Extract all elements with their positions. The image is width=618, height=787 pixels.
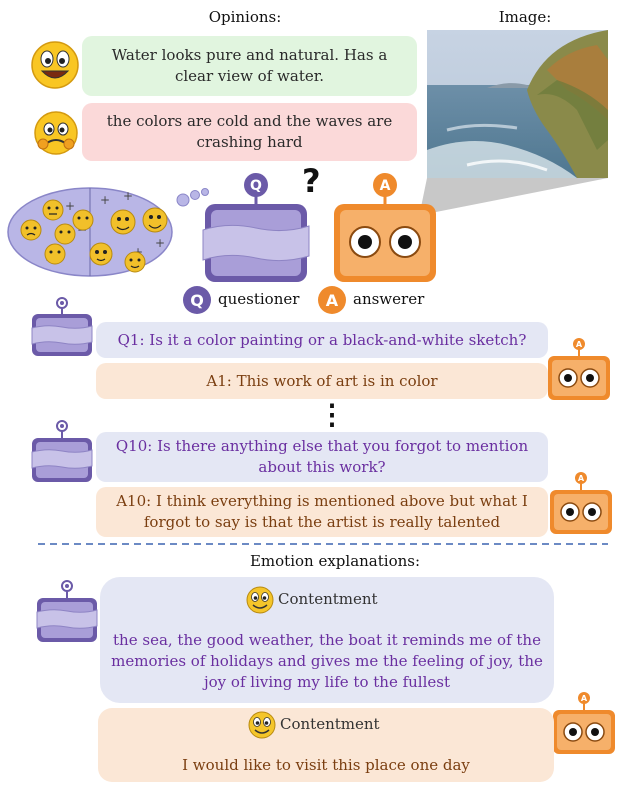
answerer-robot-icon: A	[553, 692, 615, 754]
contentment-emoji-icon	[246, 586, 274, 614]
emotion-label: Contentment	[280, 715, 380, 733]
answerer-robot-large-icon: A	[334, 173, 436, 282]
opinion-bubble-1: Water looks pure and natural. Has a clea…	[82, 36, 417, 96]
worried-emoji-icon	[34, 111, 78, 155]
svg-text:A: A	[581, 694, 588, 703]
question-bubble-10: Q10: Is there anything else that you for…	[96, 432, 548, 482]
contentment-emoji-icon	[248, 711, 276, 739]
svg-text:+: +	[100, 193, 110, 207]
explanations-header: Emotion explanations:	[249, 552, 421, 570]
answerer-legend-label: answerer	[353, 290, 425, 308]
svg-text:+: +	[65, 199, 75, 213]
explanation-text: the sea, the good weather, the boat it r…	[111, 631, 543, 691]
emotion-thought-cloud: + + + − − + +	[7, 187, 209, 277]
answer-text: A10: I think everything is mentioned abo…	[116, 492, 528, 531]
questioner-robot-icon	[31, 297, 93, 356]
answerer-legend-icon: A	[318, 286, 346, 314]
opinion-bubble-2: the colors are cold and the waves are cr…	[82, 103, 417, 161]
ellipsis: ⋮	[318, 398, 346, 431]
questioner-robot-icon	[31, 420, 93, 482]
svg-text:+: +	[123, 189, 133, 203]
explanation-bubble-1	[100, 577, 554, 703]
question-mark: ?	[302, 162, 321, 200]
happy-emoji-icon	[31, 41, 79, 89]
opinion-text: Water looks pure and natural. Has a clea…	[111, 46, 388, 85]
answer-bubble-10: A10: I think everything is mentioned abo…	[96, 487, 548, 537]
question-text: Q10: Is there anything else that you for…	[115, 437, 529, 476]
svg-text:A: A	[576, 340, 583, 349]
questioner-legend-label: questioner	[218, 290, 300, 308]
question-bubble-1: Q1: Is it a color painting or a black-an…	[96, 322, 548, 358]
answerer-robot-icon: A	[548, 338, 610, 400]
opinions-header: Opinions:	[208, 8, 282, 26]
answerer-robot-icon: A	[550, 472, 612, 534]
questioner-robot-large-icon: Q	[202, 173, 310, 282]
svg-text:+: +	[155, 236, 165, 250]
section-divider	[38, 543, 608, 545]
svg-text:A: A	[578, 474, 585, 483]
svg-text:Q: Q	[250, 178, 262, 194]
questioner-legend-icon: Q	[183, 286, 211, 314]
answer-bubble-1: A1: This work of art is in color	[96, 363, 548, 399]
opinion-text: the colors are cold and the waves are cr…	[106, 112, 393, 151]
image-header: Image:	[498, 8, 552, 26]
explanation-text: I would like to visit this place one day	[182, 756, 470, 774]
painting-image	[427, 30, 608, 178]
emotion-label: Contentment	[278, 590, 378, 608]
answer-text: A1: This work of art is in color	[206, 371, 438, 390]
questioner-robot-icon	[36, 580, 98, 642]
svg-text:A: A	[380, 178, 391, 194]
question-text: Q1: Is it a color painting or a black-an…	[117, 330, 527, 349]
explanation-bubble-2	[98, 708, 554, 782]
